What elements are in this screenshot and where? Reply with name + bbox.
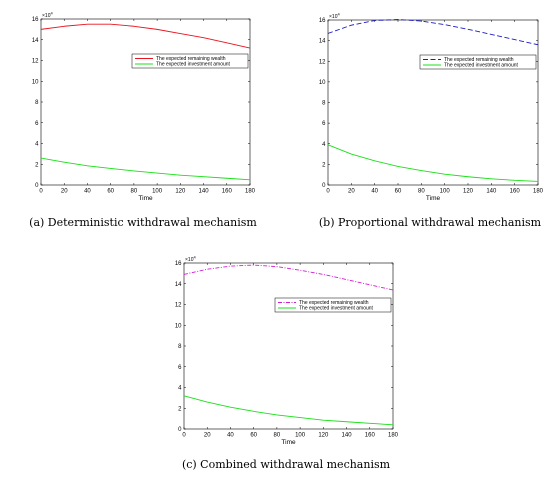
x-tick-label: 80: [131, 189, 138, 195]
y-tick-label: 14: [32, 38, 39, 44]
y-exponent-base: ×10: [329, 14, 338, 20]
chart-panel-c: 0 20 40 60 80 100 120 140 160 180 0 2 4 6 8 10 12 14 16×10…: [175, 255, 399, 472]
series-line-investment-amount: [40, 157, 251, 181]
x-tick-label: 0: [182, 433, 186, 439]
y-exponent-power: 4: [50, 11, 53, 16]
y-tick-label: 4: [35, 142, 39, 148]
x-axis-label: Time: [281, 439, 296, 446]
y-tick-label: 2: [35, 162, 39, 168]
y-exponent-power: 4: [337, 12, 340, 17]
chart-caption: (b) Proportional withdrawal mechanism: [319, 216, 542, 229]
legend-entry: The expected remaining wealth: [444, 57, 514, 63]
chart-caption: (a) Deterministic withdrawal mechanism: [29, 216, 257, 229]
y-tick-label: 8: [35, 100, 39, 106]
x-tick-label: 80: [418, 189, 425, 195]
x-tick-label: 20: [204, 433, 211, 439]
x-tick-label: 180: [388, 433, 399, 439]
plot-area-frame: [40, 18, 251, 186]
x-tick-label: 60: [395, 189, 402, 195]
x-tick-label: 100: [440, 189, 451, 195]
y-tick-label: 12: [32, 59, 39, 65]
series-line-investment-amount: [327, 144, 539, 182]
x-tick-label: 140: [199, 189, 210, 195]
x-tick-label: 140: [486, 189, 497, 195]
y-tick-label: 10: [32, 79, 39, 85]
x-tick-label: 120: [318, 433, 329, 439]
legend-entry: The expected investment amount: [444, 63, 519, 69]
y-tick-label: 8: [178, 344, 182, 350]
x-tick-label: 80: [274, 433, 281, 439]
y-tick-label: 6: [178, 365, 182, 371]
x-axis-label: Time: [426, 195, 441, 202]
x-axis-label: Time: [138, 195, 153, 202]
legend-entry: The expected investment amount: [156, 62, 231, 68]
y-tick-label: 10: [175, 323, 182, 329]
legend-box: [419, 54, 537, 70]
x-tick-label: 120: [175, 189, 186, 195]
x-tick-label: 120: [463, 189, 474, 195]
y-tick-label: 12: [175, 303, 182, 309]
x-tick-label: 40: [227, 433, 234, 439]
chart-panel-b: 0 20 40 60 80 100 120 140 160 180 0 2 4 6 8 10 12 14 16×10…: [319, 12, 544, 230]
y-exponent-label: ×104: [185, 255, 196, 264]
plot-area-frame: [327, 19, 539, 186]
legend-box: [131, 53, 249, 69]
y-tick-label: 16: [32, 17, 39, 23]
x-tick-label: 60: [250, 433, 257, 439]
x-tick-label: 100: [152, 189, 163, 195]
x-tick-label: 140: [342, 433, 353, 439]
y-tick-label: 6: [322, 121, 326, 127]
y-tick-label: 4: [322, 142, 326, 148]
series-line-remaining-wealth: [327, 19, 539, 46]
y-tick-label: 14: [175, 282, 182, 288]
chart-panel-a: 0 20 40 60 80 100 120 140 160 180 0 2 4 6 8 10 12 14 16×10…: [29, 11, 257, 230]
y-exponent-label: ×104: [42, 11, 53, 20]
y-tick-label: 0: [178, 427, 182, 433]
y-tick-label: 14: [319, 39, 326, 45]
x-tick-label: 180: [245, 189, 256, 195]
y-tick-label: 16: [319, 18, 326, 24]
x-tick-label: 0: [326, 189, 330, 195]
y-exponent-base: ×10: [42, 13, 51, 19]
x-tick-label: 60: [107, 189, 114, 195]
y-tick-label: 2: [178, 406, 182, 412]
y-exponent-base: ×10: [185, 257, 194, 263]
x-tick-label: 180: [533, 189, 544, 195]
x-tick-label: 0: [39, 189, 43, 195]
legend-entry: The expected remaining wealth: [156, 56, 226, 62]
x-tick-label: 40: [371, 189, 378, 195]
x-tick-label: 160: [365, 433, 376, 439]
y-tick-label: 4: [178, 386, 182, 392]
y-tick-label: 16: [175, 261, 182, 267]
chart-caption: (c) Combined withdrawal mechanism: [182, 458, 391, 471]
y-tick-label: 6: [35, 121, 39, 127]
y-tick-label: 12: [319, 59, 326, 65]
x-tick-label: 20: [348, 189, 355, 195]
legend-entry: The expected investment amount: [299, 306, 374, 312]
y-exponent-label: ×104: [329, 12, 340, 21]
y-tick-label: 2: [322, 162, 326, 168]
y-tick-label: 10: [319, 80, 326, 86]
y-tick-label: 0: [35, 183, 39, 189]
y-exponent-power: 4: [193, 255, 196, 260]
y-tick-label: 8: [322, 101, 326, 107]
x-tick-label: 160: [222, 189, 233, 195]
y-tick-label: 0: [322, 183, 326, 189]
series-line-investment-amount: [183, 395, 394, 426]
series-line-remaining-wealth: [183, 264, 394, 291]
series-line-remaining-wealth: [40, 23, 251, 49]
legend-box: [274, 297, 392, 313]
legend-entry: The expected remaining wealth: [299, 300, 369, 306]
x-tick-label: 100: [295, 433, 306, 439]
x-tick-label: 20: [61, 189, 68, 195]
x-tick-label: 40: [84, 189, 91, 195]
x-tick-label: 160: [510, 189, 521, 195]
